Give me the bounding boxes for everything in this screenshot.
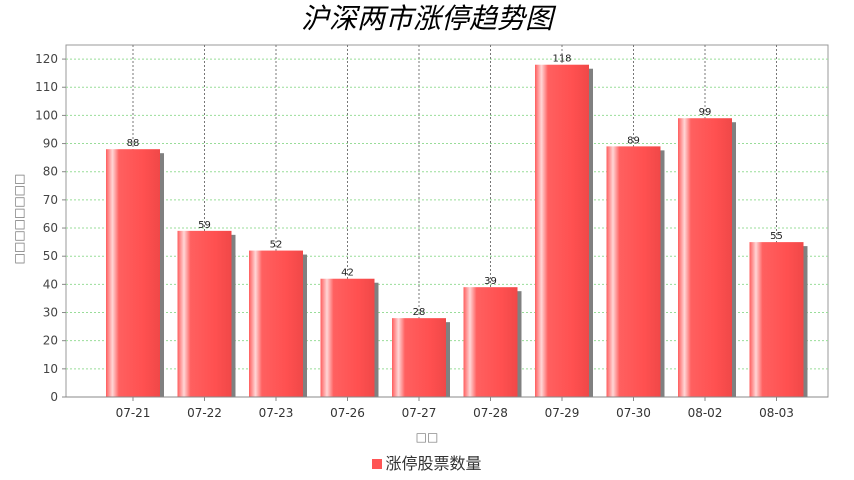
bar-value-label: 28 <box>413 307 426 318</box>
y-tick-label: 0 <box>50 390 58 404</box>
bar-value-label: 89 <box>627 135 640 146</box>
x-tick-label: 07-29 <box>545 406 580 420</box>
chart-title: 沪深两市涨停趋势图 <box>300 2 553 35</box>
legend-swatch <box>372 459 383 469</box>
bar <box>106 149 160 397</box>
bar <box>177 230 232 397</box>
x-axis-ticks: 07-21 07-22 07-23 07-26 07-27 07-28 07-29 07-30… <box>116 397 794 420</box>
bar-value-label: 88 <box>127 138 140 149</box>
bar-value-label: 42 <box>341 268 354 279</box>
x-tick-label: 07-26 <box>330 406 365 420</box>
bar <box>749 242 804 397</box>
y-tick-label: 20 <box>43 334 58 348</box>
x-tick-label: 07-28 <box>473 406 508 420</box>
bar <box>606 146 661 397</box>
bar <box>535 64 589 397</box>
x-tick-label: 08-03 <box>759 406 794 420</box>
y-tick-label: 110 <box>35 80 58 94</box>
x-tick-label: 07-21 <box>116 406 151 420</box>
bar <box>678 118 732 397</box>
y-tick-label: 10 <box>43 362 58 376</box>
x-tick-label: 07-22 <box>187 406 222 420</box>
bar <box>463 287 518 397</box>
bars: 88 59 52 42 28 39 118 89 99 55 <box>106 54 808 397</box>
bar-value-label: 52 <box>270 240 283 251</box>
y-tick-label: 40 <box>43 277 58 291</box>
y-axis-label: □□□□□□□□ <box>12 173 26 265</box>
x-tick-label: 07-27 <box>402 406 437 420</box>
x-tick-label: 07-30 <box>616 406 651 420</box>
bar-value-label: 55 <box>770 231 783 242</box>
bar-value-label: 59 <box>198 220 211 231</box>
y-tick-label: 100 <box>35 108 58 122</box>
bar <box>392 318 446 397</box>
y-tick-label: 120 <box>35 52 58 66</box>
y-axis-ticks: 0 10 20 30 40 50 60 70 80 90 100 110 120 <box>35 52 66 404</box>
y-tick-label: 70 <box>43 193 58 207</box>
bar-value-label: 99 <box>699 107 712 118</box>
legend: 涨停股票数量 <box>0 454 854 474</box>
y-tick-label: 50 <box>43 249 58 263</box>
y-tick-label: 60 <box>43 221 58 235</box>
x-tick-label: 08-02 <box>688 406 723 420</box>
y-tick-label: 30 <box>43 306 58 320</box>
x-tick-label: 07-23 <box>259 406 294 420</box>
bar <box>320 278 375 397</box>
y-tick-label: 80 <box>43 165 58 179</box>
x-axis-label: □□ <box>415 430 439 444</box>
bar-value-label: 118 <box>552 54 571 65</box>
bar <box>249 250 303 397</box>
legend-label: 涨停股票数量 <box>385 454 482 473</box>
y-tick-label: 90 <box>43 137 58 151</box>
bar-value-label: 39 <box>484 276 497 287</box>
